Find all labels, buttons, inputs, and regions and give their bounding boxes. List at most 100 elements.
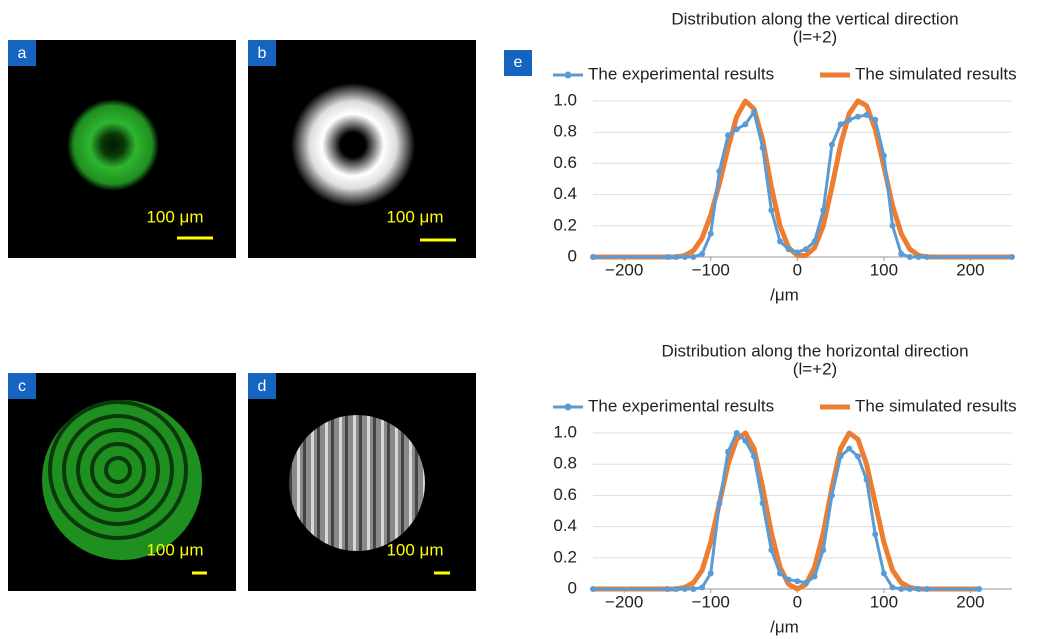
- y-tick-label: 0.8: [553, 122, 577, 141]
- y-tick-label: 0.6: [553, 485, 577, 504]
- x-tick-label: 0: [793, 260, 802, 279]
- data-point: [768, 207, 775, 214]
- data-point: [690, 254, 697, 260]
- scale-bar-label: 100 μm: [146, 540, 203, 559]
- data-point: [699, 584, 706, 591]
- data-point: [863, 112, 870, 119]
- panel-label: a: [18, 45, 27, 62]
- y-tick-label: 0.4: [553, 516, 577, 535]
- x-tick-label: 200: [956, 592, 984, 611]
- x-tick-label: 100: [870, 260, 898, 279]
- data-point: [976, 586, 983, 592]
- data-point: [872, 116, 879, 123]
- data-point: [794, 249, 801, 256]
- series-line: [593, 98, 1012, 260]
- chart-subtitle: (l=+2): [793, 359, 837, 378]
- data-point: [785, 246, 792, 253]
- data-point: [811, 573, 818, 580]
- y-tick-label: 0.2: [553, 215, 577, 234]
- panel-label: d: [258, 378, 267, 395]
- data-point: [854, 113, 861, 120]
- legend-label: The experimental results: [588, 64, 774, 83]
- legend-label: The simulated results: [855, 64, 1017, 83]
- panel-label-box: [504, 50, 532, 76]
- y-tick-label: 0: [568, 246, 577, 265]
- data-point: [664, 586, 671, 592]
- chart-title: Distribution along the horizontal direct…: [661, 341, 968, 360]
- data-point: [820, 207, 827, 214]
- data-point: [898, 250, 905, 257]
- x-tick-label: 200: [956, 260, 984, 279]
- chart-subtitle: (l=+2): [793, 27, 837, 46]
- y-tick-label: 1.0: [553, 90, 577, 109]
- data-point: [889, 584, 896, 591]
- data-point: [811, 238, 818, 245]
- panel-label: c: [18, 378, 26, 395]
- data-point: [776, 570, 783, 577]
- data-point: [906, 586, 913, 592]
- x-tick-label: −200: [605, 260, 643, 279]
- data-point: [854, 453, 861, 460]
- data-point: [802, 246, 809, 253]
- data-point: [880, 570, 887, 577]
- data-point: [924, 254, 931, 260]
- data-point: [751, 453, 758, 460]
- data-point: [837, 453, 844, 460]
- panel-label: b: [258, 45, 267, 62]
- data-point: [759, 144, 766, 151]
- panel-b: b 100 μm: [248, 40, 476, 258]
- data-point: [898, 586, 905, 592]
- data-point: [915, 254, 922, 260]
- data-point: [846, 445, 853, 452]
- y-tick-label: 0.2: [553, 547, 577, 566]
- data-point: [828, 141, 835, 148]
- data-point: [733, 126, 740, 133]
- x-tick-label: −200: [605, 592, 643, 611]
- data-point: [889, 222, 896, 229]
- y-tick-label: 0: [568, 578, 577, 597]
- data-point: [872, 531, 879, 538]
- data-point: [725, 132, 732, 139]
- data-point: [880, 152, 887, 159]
- data-point: [828, 492, 835, 499]
- series-line: [593, 110, 1012, 259]
- x-tick-label: −100: [692, 260, 730, 279]
- x-tick-label: −100: [692, 592, 730, 611]
- data-point: [785, 576, 792, 583]
- y-tick-label: 0.4: [553, 184, 577, 203]
- data-point: [794, 578, 801, 585]
- data-point: [837, 121, 844, 128]
- data-point: [742, 437, 749, 444]
- data-point: [1009, 254, 1015, 260]
- data-point: [742, 121, 749, 128]
- data-point: [733, 430, 740, 436]
- data-point: [590, 586, 596, 592]
- data-point: [673, 586, 680, 592]
- data-point: [802, 579, 809, 586]
- panel-a: a 100 μm: [8, 40, 236, 258]
- data-point: [751, 108, 758, 115]
- panel-d: d 100 μm: [248, 373, 476, 591]
- data-point: [725, 448, 732, 455]
- chart-title: Distribution along the vertical directio…: [671, 9, 958, 28]
- data-point: [846, 116, 853, 123]
- series-line: [593, 431, 980, 591]
- legend-label: The experimental results: [588, 396, 774, 415]
- data-point: [768, 547, 775, 553]
- y-tick-label: 0.8: [553, 454, 577, 473]
- legend-label: The simulated results: [855, 396, 1017, 415]
- data-point: [716, 168, 723, 175]
- data-point: [707, 570, 714, 577]
- y-tick-label: 1.0: [553, 422, 577, 441]
- data-point: [590, 254, 596, 260]
- data-point: [673, 254, 680, 260]
- scale-bar-label: 100 μm: [386, 207, 443, 226]
- x-tick-label: 0: [793, 592, 802, 611]
- data-point: [699, 250, 706, 257]
- x-axis-label: /μm: [770, 617, 799, 636]
- data-point: [690, 586, 697, 592]
- scale-bar-label: 100 μm: [146, 207, 203, 226]
- x-axis-label: /μm: [770, 285, 799, 304]
- data-point: [716, 500, 723, 507]
